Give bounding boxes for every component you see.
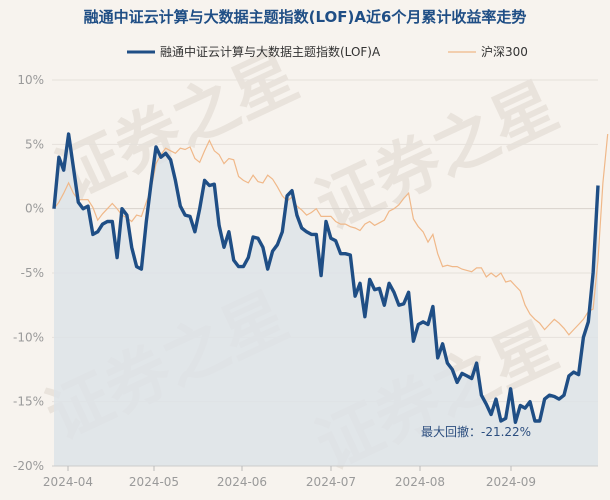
legend-label-fund: 融通中证云计算与大数据主题指数(LOF)A [160,44,381,59]
x-tick-label: 2024-09 [486,475,536,489]
x-tick-label: 2024-08 [395,475,445,489]
x-axis: 2024-04 2024-05 2024-06 2024-07 2024-08 2024-… [43,466,536,489]
y-tick-label: -20% [13,459,44,473]
y-axis: 10% 5% 0% -5% -10% -15% -20% [13,73,44,473]
y-tick-label: -15% [13,395,44,409]
y-tick-label: 5% [25,137,44,151]
y-tick-label: -5% [21,266,44,280]
chart-title: 融通中证云计算与大数据主题指数(LOF)A近6个月累计收益率走势 [84,8,527,26]
legend: 融通中证云计算与大数据主题指数(LOF)A 沪深300 [127,44,528,59]
max-drawdown-label: 最大回撤：-21.22% [421,424,531,439]
y-tick-label: 10% [17,73,44,87]
series-line-fund [52,132,600,424]
x-tick-label: 2024-05 [129,475,179,489]
x-tick-label: 2024-04 [43,475,93,489]
y-tick-label: 0% [25,202,44,216]
legend-label-index: 沪深300 [481,45,528,59]
x-tick-label: 2024-07 [306,475,356,489]
y-tick-label: -10% [13,330,44,344]
x-tick-label: 2024-06 [217,475,267,489]
series-line-index [53,133,609,336]
svg-text:证券之星: 证券之星 [305,69,568,244]
